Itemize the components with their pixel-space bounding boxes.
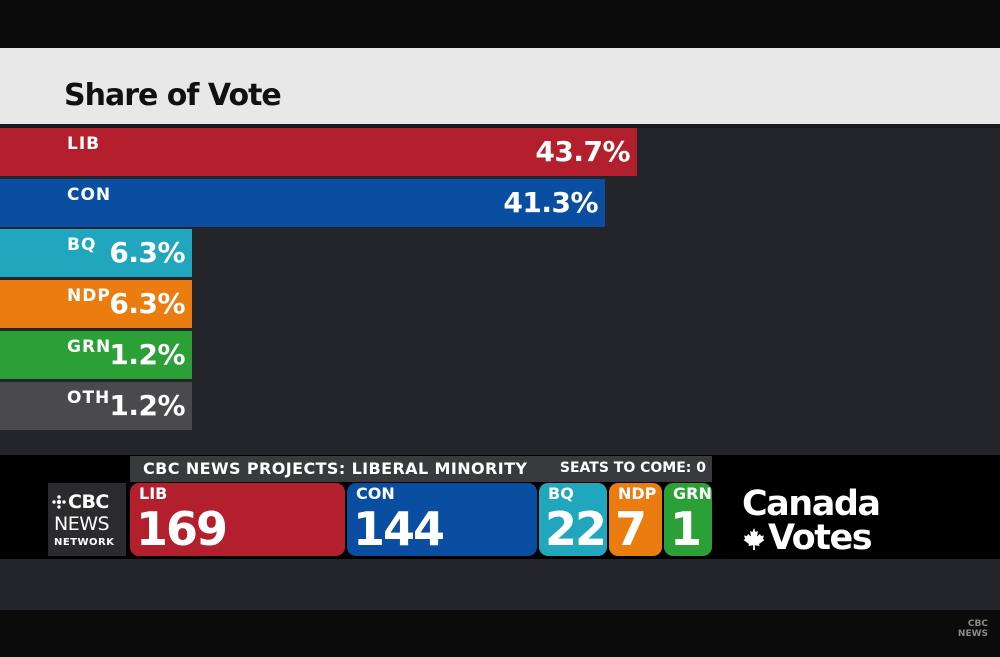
bar-label-grn: GRN — [67, 337, 112, 357]
bar-lib: LIB 43.7% — [0, 128, 637, 176]
bar-ndp: NDP 6.3% — [0, 280, 192, 328]
chart-title: Share of Vote — [64, 78, 282, 113]
bar-label-ndp: NDP — [67, 286, 111, 306]
seat-party-bq: BQ — [548, 484, 574, 503]
seat-party-lib: LIB — [139, 484, 168, 503]
watermark-line-2: NEWS — [957, 629, 988, 639]
seat-box-grn: GRN 1 — [664, 483, 712, 556]
projection-banner: CBC NEWS PROJECTS: LIBERAL MINORITY SEAT… — [130, 456, 712, 482]
seat-party-ndp: NDP — [618, 484, 657, 503]
bar-value-ndp: 6.3% — [109, 287, 185, 320]
seat-count-lib: 169 — [136, 502, 228, 556]
bar-label-oth: OTH — [67, 388, 111, 408]
letterbox-bottom — [0, 610, 1000, 657]
seat-count-con: 144 — [353, 502, 445, 556]
seat-box-bq: BQ 22 — [539, 483, 607, 556]
bar-grn: GRN 1.2% — [0, 331, 192, 379]
bar-label-lib: LIB — [67, 134, 101, 154]
title-divider — [0, 124, 1000, 128]
maple-leaf-icon — [743, 528, 765, 550]
logo-line-2: NEWS — [54, 513, 110, 535]
bar-oth: OTH 1.2% — [0, 382, 192, 430]
bar-label-bq: BQ — [67, 235, 97, 255]
seat-box-con: CON 144 — [347, 483, 537, 556]
seat-count-grn: 1 — [670, 502, 702, 556]
bar-con: CON 41.3% — [0, 179, 605, 227]
watermark-line-1: CBC — [967, 619, 988, 629]
cbc-gem-icon — [52, 495, 66, 509]
bar-value-oth: 1.2% — [109, 389, 185, 422]
seat-box-ndp: NDP 7 — [609, 483, 662, 556]
seat-party-con: CON — [356, 484, 395, 503]
seat-party-grn: GRN — [673, 484, 712, 503]
logo-line-3: NETWORK — [54, 537, 115, 548]
bar-value-grn: 1.2% — [109, 338, 185, 371]
bar-bq: BQ 6.3% — [0, 229, 192, 277]
canada-votes-brand: Canada Votes — [742, 484, 881, 558]
cbc-news-network-logo: CBC NEWS NETWORK — [48, 483, 126, 556]
bar-value-bq: 6.3% — [109, 236, 185, 269]
bar-label-con: CON — [67, 185, 112, 205]
brand-line-1: Canada — [742, 484, 881, 524]
bar-value-con: 41.3% — [503, 186, 598, 219]
title-strip: Share of Vote — [0, 48, 1000, 124]
seats-to-come: SEATS TO COME: 0 — [559, 460, 706, 476]
brand-line-2: Votes — [768, 518, 873, 558]
bar-value-lib: 43.7% — [535, 135, 630, 168]
seat-count-bq: 22 — [545, 502, 607, 556]
projection-text: CBC NEWS PROJECTS: LIBERAL MINORITY — [143, 459, 528, 478]
logo-line-1: CBC — [68, 491, 109, 513]
letterbox-top — [0, 0, 1000, 48]
cbc-news-watermark: CBC NEWS — [958, 619, 988, 639]
seat-count-ndp: 7 — [615, 502, 647, 556]
seat-box-lib: LIB 169 — [130, 483, 345, 556]
